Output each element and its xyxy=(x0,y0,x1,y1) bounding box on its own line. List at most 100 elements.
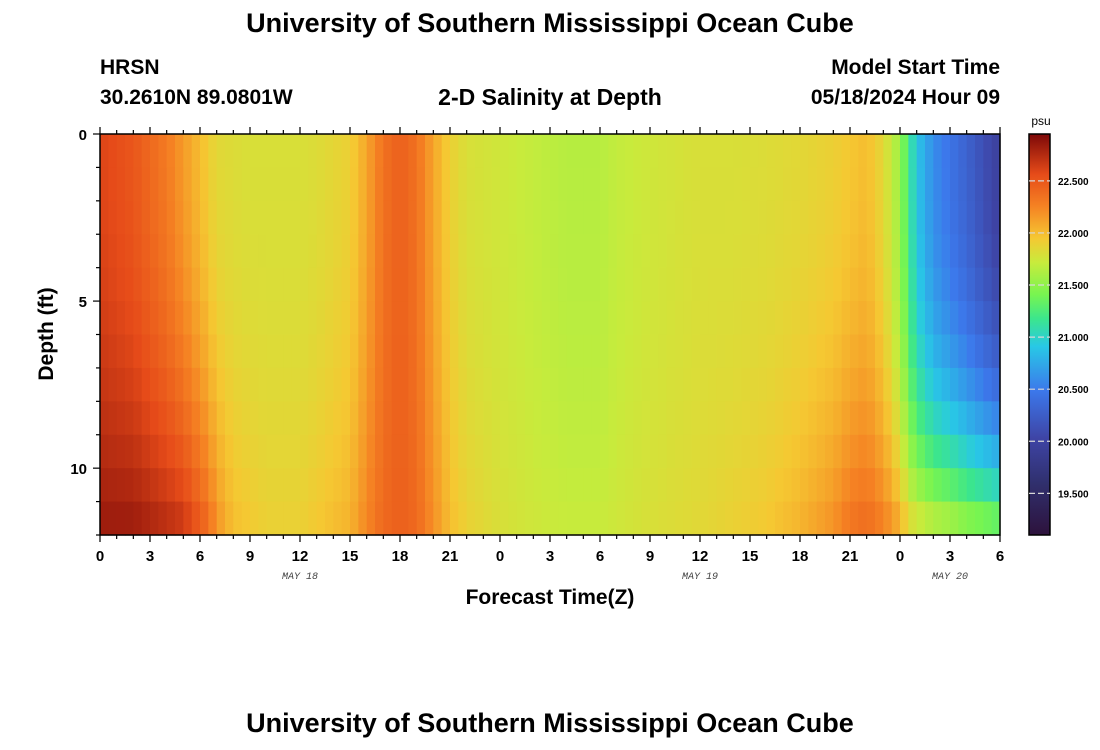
heatmap-cell xyxy=(416,134,426,169)
heatmap-cell xyxy=(958,434,968,469)
heatmap-cell xyxy=(383,134,393,169)
heatmap-cell xyxy=(891,200,901,235)
heatmap-cell xyxy=(625,267,634,302)
heatmap-cell xyxy=(383,401,393,436)
heatmap-cell xyxy=(533,468,543,503)
heatmap-cell xyxy=(250,267,259,302)
heatmap-cell xyxy=(891,267,901,302)
heatmap-cell xyxy=(300,134,309,169)
heatmap-cell xyxy=(833,434,843,469)
heatmap-cell xyxy=(975,468,984,503)
heatmap-cell xyxy=(475,134,484,169)
heatmap-cell xyxy=(950,301,959,336)
heatmap-cell xyxy=(366,434,376,469)
heatmap-cell xyxy=(950,134,959,169)
heatmap-cell xyxy=(750,200,759,235)
heatmap-cell xyxy=(558,167,568,202)
heatmap-cell xyxy=(308,134,318,169)
heatmap-cell xyxy=(991,267,1001,302)
heatmap-cell xyxy=(800,434,809,469)
heatmap-cell xyxy=(833,334,843,369)
heatmap-cell xyxy=(375,134,384,169)
heatmap-cell xyxy=(766,468,776,503)
heatmap-cell xyxy=(241,301,251,336)
heatmap-cell xyxy=(441,267,451,302)
heatmap-cell xyxy=(516,200,526,235)
heatmap-cell xyxy=(825,401,834,436)
heatmap-cell xyxy=(191,200,201,235)
heatmap-cell xyxy=(325,234,334,269)
heatmap-cell xyxy=(116,501,126,536)
colorbar-ticks: 19.500 20.000 20.500 21.000 21.500 22.000 22.5… xyxy=(1029,177,1089,500)
heatmap-cell xyxy=(833,401,843,436)
heatmap-cell xyxy=(283,501,293,536)
heatmap-cell xyxy=(391,200,401,235)
colorbar-tick-label: 20.000 xyxy=(1058,437,1089,448)
heatmap-cell xyxy=(833,134,843,169)
heatmap-cell xyxy=(666,200,676,235)
heatmap-cell xyxy=(450,267,459,302)
heatmap-cell xyxy=(866,367,876,402)
heatmap-cell xyxy=(425,401,434,436)
heatmap-cell xyxy=(325,434,334,469)
heatmap-cell xyxy=(883,468,893,503)
heatmap-cell xyxy=(941,367,951,402)
heatmap-cell xyxy=(525,167,534,202)
heatmap-cell xyxy=(883,434,893,469)
heatmap-cell xyxy=(775,334,784,369)
heatmap-cell xyxy=(191,234,201,269)
heatmap-cell xyxy=(916,134,926,169)
heatmap-cell xyxy=(608,267,618,302)
heatmap-cell xyxy=(400,234,409,269)
heatmap-cell xyxy=(641,234,651,269)
heatmap-cell xyxy=(508,167,518,202)
heatmap-cell xyxy=(175,200,184,235)
heatmap-cell xyxy=(508,501,518,536)
heatmap-cell xyxy=(658,401,668,436)
heatmap-cell xyxy=(675,434,684,469)
heatmap-cell xyxy=(416,468,426,503)
heatmap-cell xyxy=(866,200,876,235)
heatmap-cell xyxy=(833,501,843,536)
heatmap-cell xyxy=(683,200,693,235)
heatmap-cell xyxy=(450,301,459,336)
heatmap-cell xyxy=(275,134,284,169)
heatmap-cell xyxy=(991,501,1001,536)
heatmap-cell xyxy=(583,267,593,302)
heatmap-cell xyxy=(716,134,726,169)
heatmap-cell xyxy=(350,468,359,503)
heatmap-cell xyxy=(308,301,318,336)
heatmap-cell xyxy=(116,234,126,269)
heatmap-cell xyxy=(741,267,751,302)
heatmap-cell xyxy=(716,367,726,402)
heatmap-cell xyxy=(733,167,743,202)
heatmap-cell xyxy=(141,267,151,302)
heatmap-cell xyxy=(816,401,826,436)
heatmap-cell xyxy=(575,401,584,436)
heatmap-cell xyxy=(641,134,651,169)
heatmap-cell xyxy=(941,434,951,469)
heatmap-cell xyxy=(650,501,659,536)
heatmap-cell xyxy=(433,200,443,235)
heatmap-cell xyxy=(108,267,118,302)
heatmap-cell xyxy=(458,200,468,235)
heatmap-cell xyxy=(441,234,451,269)
heatmap-cell xyxy=(458,301,468,336)
heatmap-cell xyxy=(891,367,901,402)
heatmap-cell xyxy=(375,468,384,503)
heatmap-cell xyxy=(783,167,793,202)
heatmap-cell xyxy=(675,334,684,369)
heatmap-cell xyxy=(883,234,893,269)
heatmap-cell xyxy=(758,134,768,169)
heatmap-cell xyxy=(650,267,659,302)
heatmap-cell xyxy=(116,134,126,169)
heatmap-cell xyxy=(133,334,143,369)
heatmap-cell xyxy=(575,434,584,469)
heatmap-cell xyxy=(466,401,476,436)
heatmap-cell xyxy=(525,234,534,269)
heatmap-cell xyxy=(241,334,251,369)
heatmap-cell xyxy=(900,301,909,336)
heatmap-cell xyxy=(475,167,484,202)
heatmap-cell xyxy=(475,234,484,269)
heatmap-cell xyxy=(316,134,326,169)
